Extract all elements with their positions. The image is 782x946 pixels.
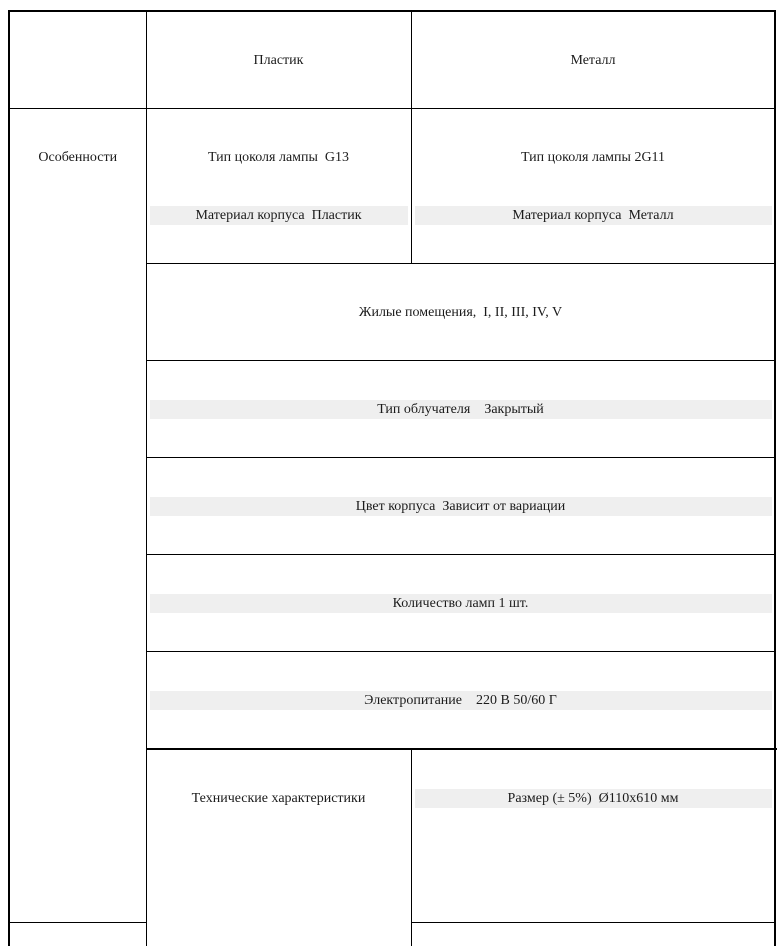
spec-line: Размер (± 5%) Ø110x610 мм bbox=[415, 789, 772, 808]
feature-line: Тип облучателя Закрытый bbox=[150, 400, 772, 419]
feature-line: Материал корпуса Металл bbox=[415, 206, 772, 225]
shared-technical-cell: Рекомендуемый объем помещения 30 м³ bbox=[9, 923, 411, 946]
feature-line: Электропитание 220 В 50/60 Г bbox=[150, 691, 772, 710]
shared-feature-cell: Количество ламп 1 шт. bbox=[146, 555, 775, 652]
features-metal-cell: Тип цоколя лампы 2G11 Материал корпуса М… bbox=[411, 109, 775, 264]
metal-column-title: Металл bbox=[415, 51, 772, 70]
header-cell-plastic: Пластик bbox=[146, 11, 411, 109]
product-comparison-table: Пластик Металл Особенности Тип цоколя ла… bbox=[8, 10, 776, 946]
feature-line: Тип цоколя лампы 2G11 bbox=[415, 148, 772, 167]
shared-feature-cell: Жилые помещения, I, II, III, IV, V bbox=[146, 264, 775, 361]
technical-plastic-cell: Размер (± 5%) Ø110x610 мм bbox=[411, 749, 775, 923]
row-label-features: Особенности bbox=[9, 109, 146, 923]
feature-line: Цвет корпуса Зависит от вариации bbox=[150, 497, 772, 516]
plastic-column-title: Пластик bbox=[150, 51, 408, 70]
features-plastic-cell: Тип цоколя лампы G13 Материал корпуса Пл… bbox=[146, 109, 411, 264]
technical-section-label: Технические характеристики bbox=[150, 789, 408, 808]
shared-feature-cell: Электропитание 220 В 50/60 Г bbox=[146, 652, 775, 750]
feature-line: Материал корпуса Пластик bbox=[150, 206, 408, 225]
header-cell-metal: Металл bbox=[411, 11, 775, 109]
features-row: Особенности Тип цоколя лампы G13 Материа… bbox=[9, 109, 775, 264]
features-section-label: Особенности bbox=[13, 148, 143, 167]
shared-feature-cell: Тип облучателя Закрытый bbox=[146, 361, 775, 458]
shared-feature-cell: Цвет корпуса Зависит от вариации bbox=[146, 458, 775, 555]
row-label-technical: Технические характеристики bbox=[146, 749, 411, 946]
header-row: Пластик Металл bbox=[9, 11, 775, 109]
feature-line: Тип цоколя лампы G13 bbox=[150, 148, 408, 167]
feature-line: Жилые помещения, I, II, III, IV, V bbox=[150, 303, 772, 322]
feature-line: Количество ламп 1 шт. bbox=[150, 594, 772, 613]
product-comparison-page: Пластик Металл Особенности Тип цоколя ла… bbox=[0, 0, 782, 473]
shared-technical-row: Рекомендуемый объем помещения 30 м³ bbox=[9, 923, 775, 946]
header-cell-empty bbox=[9, 11, 146, 109]
